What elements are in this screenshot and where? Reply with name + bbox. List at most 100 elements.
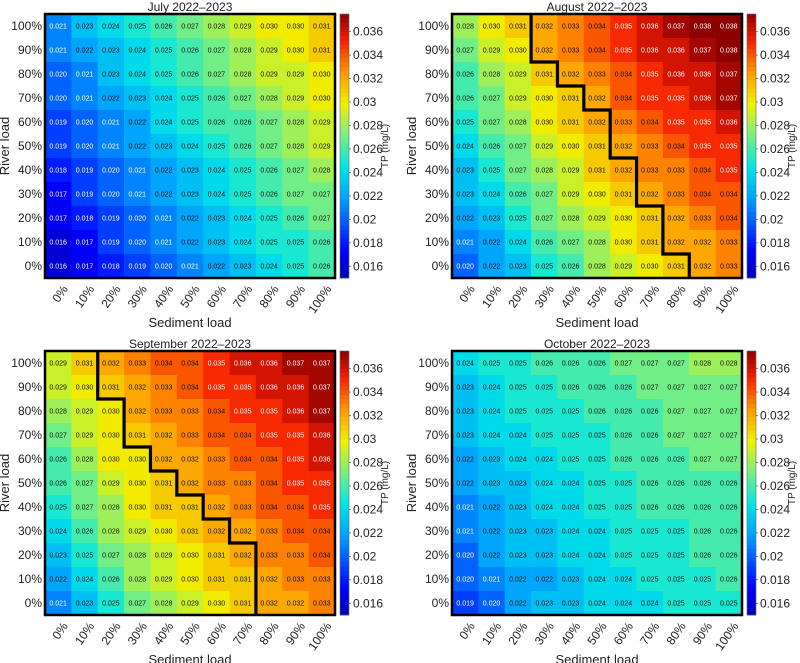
- heatmap-cell: [715, 254, 743, 279]
- colorbar-segment: [340, 386, 349, 391]
- colorbar-tick-label: 0.026: [760, 142, 790, 156]
- heatmap-cell: [583, 399, 611, 424]
- heatmap-cell: [176, 375, 204, 400]
- cell-value-label: 0.028: [313, 168, 331, 175]
- cell-value-label: 0.030: [641, 264, 659, 271]
- heatmap-cell: [610, 351, 637, 376]
- cell-value-label: 0.023: [208, 240, 226, 247]
- colorbar-segment: [340, 172, 349, 178]
- heatmap-cell: [689, 399, 716, 424]
- heatmap-cell: [531, 423, 558, 448]
- colorbar-segment: [340, 351, 349, 356]
- heatmap-cell: [610, 399, 637, 424]
- colorbar-segment: [340, 447, 349, 453]
- cell-value-label: 0.020: [129, 240, 147, 247]
- colorbar-segment: [340, 395, 349, 400]
- cell-value-label: 0.026: [720, 505, 738, 512]
- colorbar-tick-label: 0.016: [760, 259, 790, 273]
- colorbar-segment: [747, 540, 756, 545]
- heatmap-cell: [531, 447, 558, 472]
- heatmap-cell: [150, 254, 178, 279]
- cell-value-label: 0.025: [562, 409, 580, 416]
- heatmap-cell: [71, 230, 99, 255]
- y-tick-label: 50%: [425, 139, 449, 153]
- heatmap-cell: [531, 134, 558, 159]
- cell-value-label: 0.024: [76, 577, 94, 584]
- colorbar-segment: [747, 553, 756, 559]
- heatmap-cell: [689, 134, 716, 159]
- colorbar-segment: [747, 150, 756, 156]
- cell-value-label: 0.026: [536, 361, 554, 368]
- heatmap-cell: [71, 182, 99, 207]
- cell-value-label: 0.033: [667, 168, 685, 175]
- cell-value-label: 0.026: [667, 481, 685, 488]
- cell-value-label: 0.024: [155, 120, 173, 127]
- cell-value-label: 0.028: [588, 264, 606, 271]
- cell-value-label: 0.029: [536, 144, 554, 151]
- cell-value-label: 0.027: [694, 409, 712, 416]
- cell-value-label: 0.037: [694, 48, 712, 55]
- heatmap-cell: [45, 14, 72, 39]
- heatmap-cell: [504, 86, 532, 111]
- heatmap-cell: [45, 182, 72, 207]
- cell-value-label: 0.027: [509, 144, 527, 151]
- heatmap-cell: [557, 423, 585, 448]
- cell-value-label: 0.025: [588, 505, 606, 512]
- cell-value-label: 0.030: [509, 48, 527, 55]
- colorbar-segment: [747, 549, 756, 554]
- colorbar-segment: [747, 251, 756, 257]
- cell-value-label: 0.026: [155, 24, 173, 31]
- heatmap-cell: [97, 423, 125, 448]
- cell-value-label: 0.033: [208, 481, 226, 488]
- heatmap-cell: [583, 62, 611, 87]
- cell-value-label: 0.030: [129, 481, 147, 488]
- cell-value-label: 0.031: [76, 361, 94, 368]
- colorbar-segment: [340, 181, 349, 186]
- colorbar-segment: [340, 500, 349, 506]
- cell-value-label: 0.026: [181, 48, 199, 55]
- heatmap-cell: [715, 495, 743, 520]
- heatmap-cell: [531, 591, 558, 616]
- colorbar-tick-label: 0.018: [760, 573, 790, 587]
- heatmap-cell: [610, 254, 637, 279]
- heatmap-cell: [452, 206, 479, 231]
- cell-value-label: 0.030: [102, 409, 120, 416]
- heatmap-cell: [308, 591, 336, 616]
- heatmap-cell: [689, 519, 716, 544]
- cell-value-label: 0.021: [155, 240, 173, 247]
- heatmap-cell: [97, 543, 125, 568]
- colorbar-segment: [340, 256, 349, 261]
- heatmap-cell: [689, 158, 716, 183]
- heatmap-cell: [452, 375, 479, 400]
- cell-value-label: 0.025: [641, 577, 659, 584]
- colorbar-segment: [747, 399, 756, 405]
- heatmap-cell: [610, 38, 637, 63]
- colorbar-segment: [747, 381, 756, 387]
- heatmap-cell: [308, 86, 336, 111]
- heatmap-cell: [45, 543, 72, 568]
- heatmap-cell: [478, 591, 506, 616]
- cell-value-label: 0.029: [155, 577, 173, 584]
- heatmap-cell: [531, 110, 558, 135]
- cell-value-label: 0.026: [641, 433, 659, 440]
- cell-value-label: 0.027: [483, 120, 501, 127]
- heatmap-cell: [662, 230, 690, 255]
- heatmap-cell: [715, 471, 743, 496]
- heatmap-cell: [255, 110, 283, 135]
- heatmap-cell: [124, 14, 151, 39]
- heatmap-cell: [662, 86, 690, 111]
- heatmap-cell: [610, 86, 637, 111]
- colorbar-segment: [340, 102, 349, 107]
- cell-value-label: 0.030: [588, 192, 606, 199]
- cell-value-label: 0.021: [102, 144, 120, 151]
- cell-value-label: 0.029: [234, 24, 252, 31]
- colorbar-segment: [340, 390, 349, 396]
- cell-value-label: 0.025: [694, 577, 712, 584]
- cell-value-label: 0.034: [155, 361, 173, 368]
- heatmap-cell: [452, 543, 479, 568]
- heatmap-cell: [478, 567, 506, 592]
- cell-value-label: 0.021: [49, 48, 67, 55]
- heatmap-cell: [229, 110, 257, 135]
- colorbar-tick-label: 0.028: [353, 455, 383, 469]
- heatmap-cell: [557, 62, 585, 87]
